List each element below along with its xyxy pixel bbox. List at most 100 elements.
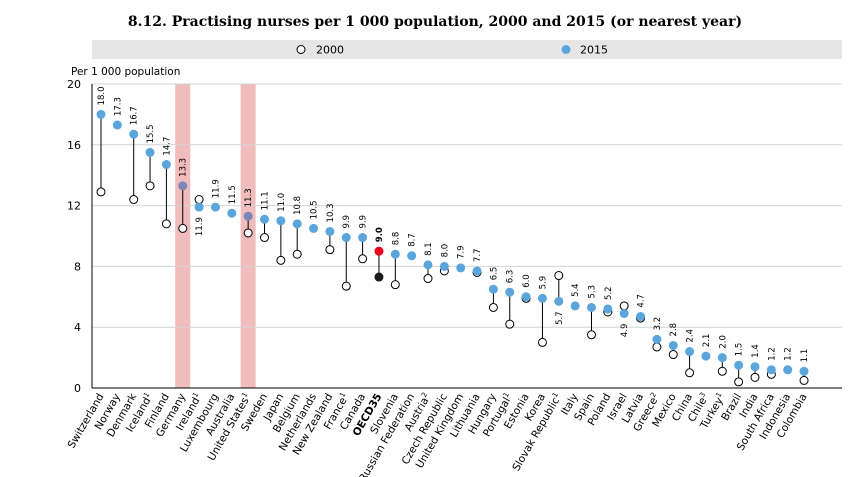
datum-united-kingdom: 7.9 bbox=[456, 245, 467, 273]
legend-label-2000: 2000 bbox=[316, 44, 344, 57]
datum-canada: 9.9 bbox=[358, 215, 369, 264]
datum-sweden: 11.1 bbox=[260, 191, 271, 243]
point-2015 bbox=[701, 351, 711, 361]
datum-estonia: 6.0 bbox=[521, 274, 532, 303]
datum-united-states: 11.3 bbox=[243, 188, 254, 238]
legend-marker-2000 bbox=[296, 45, 306, 54]
value-label: 2.0 bbox=[718, 335, 728, 349]
point-2000 bbox=[325, 245, 335, 255]
point-2015 bbox=[587, 302, 596, 312]
value-label: 13.3 bbox=[179, 158, 189, 177]
datum-oecd35: 9.0 bbox=[374, 227, 385, 282]
datum-france: 9.9 bbox=[341, 215, 352, 291]
datum-germany: 13.3 bbox=[178, 158, 189, 233]
y-tick-label: 0 bbox=[74, 382, 81, 395]
value-label: 3.2 bbox=[653, 317, 663, 331]
value-label: 4.7 bbox=[637, 294, 647, 308]
point-2000 bbox=[799, 375, 809, 385]
chart-title: 8.12. Practising nurses per 1 000 popula… bbox=[128, 14, 742, 30]
data-series: 18.0 17.3 16.7 15.5 14.7 13.3 11.9 11.9 11.5 11.3… bbox=[96, 86, 810, 387]
point-2000 bbox=[423, 274, 433, 284]
point-2015 bbox=[668, 340, 678, 350]
value-label: 9.0 bbox=[375, 227, 385, 242]
point-2000 bbox=[668, 350, 678, 360]
value-label: 9.9 bbox=[359, 215, 369, 229]
point-2000 bbox=[685, 368, 695, 378]
point-2000 bbox=[358, 254, 368, 264]
point-2015 bbox=[570, 301, 580, 311]
value-label: 10.8 bbox=[293, 196, 303, 215]
value-label: 10.5 bbox=[310, 200, 320, 219]
point-2000 bbox=[390, 280, 400, 290]
point-2015 bbox=[521, 292, 531, 302]
value-label: 8.8 bbox=[391, 232, 401, 246]
point-2015 bbox=[276, 216, 286, 226]
y-axis-unit-label: Per 1 000 population bbox=[71, 66, 180, 78]
datum-korea: 5.9 bbox=[537, 276, 548, 347]
datum-china: 2.4 bbox=[685, 329, 696, 378]
datum-india: 1.4 bbox=[750, 344, 761, 382]
datum-brazil: 1.5 bbox=[734, 343, 745, 387]
value-label: 6.5 bbox=[489, 267, 499, 281]
value-label: 8.7 bbox=[408, 233, 418, 247]
point-2015 bbox=[260, 214, 269, 224]
point-2000 bbox=[129, 195, 139, 205]
datum-netherlands: 10.5 bbox=[309, 200, 320, 233]
datum-switzerland: 18.0 bbox=[96, 86, 107, 197]
point-2015 bbox=[685, 347, 695, 357]
point-2000 bbox=[260, 233, 269, 243]
point-2015 bbox=[407, 251, 417, 261]
point-2015 bbox=[619, 309, 629, 319]
value-label: 16.7 bbox=[130, 106, 140, 125]
datum-mexico: 2.8 bbox=[668, 323, 679, 360]
point-2000 bbox=[292, 249, 302, 259]
point-2015 bbox=[341, 233, 351, 243]
value-label: 11.9 bbox=[195, 217, 205, 236]
point-2015 bbox=[734, 360, 744, 370]
datum-hungary: 6.5 bbox=[488, 267, 499, 312]
value-label: 2.1 bbox=[702, 334, 712, 348]
point-2015 bbox=[227, 208, 237, 218]
y-axis: 0 4 8 12 16 20 bbox=[67, 78, 93, 395]
datum-south-africa: 1.2 bbox=[766, 347, 777, 379]
point-2000 bbox=[554, 271, 564, 281]
value-label: 1.2 bbox=[767, 347, 777, 361]
datum-italy: 5.4 bbox=[570, 283, 581, 311]
point-2000 bbox=[505, 319, 515, 329]
point-2015 bbox=[96, 109, 106, 119]
value-label: 11.3 bbox=[244, 188, 254, 207]
datum-slovak-republic: 5.7 bbox=[554, 271, 565, 325]
y-tick-label: 4 bbox=[74, 321, 81, 334]
datum-czech-republic: 8.0 bbox=[439, 244, 450, 276]
point-2015 bbox=[636, 312, 646, 322]
point-2000 bbox=[96, 187, 106, 197]
point-2015 bbox=[210, 202, 220, 212]
point-2000 bbox=[717, 366, 727, 376]
point-2015 bbox=[750, 362, 760, 372]
datum-poland: 5.2 bbox=[603, 286, 614, 317]
datum-israel: 4.9 bbox=[619, 301, 630, 337]
datum-russian-federation: 8.7 bbox=[407, 233, 418, 261]
point-2015 bbox=[423, 260, 433, 270]
point-2015 bbox=[717, 353, 727, 363]
point-2015 bbox=[488, 284, 498, 294]
datum-lithuania: 7.7 bbox=[472, 248, 483, 277]
point-2000 bbox=[341, 281, 351, 291]
value-label: 5.7 bbox=[555, 311, 565, 325]
value-label: 2.4 bbox=[686, 329, 696, 343]
value-label: 18.0 bbox=[97, 86, 107, 105]
point-2015 bbox=[799, 366, 809, 376]
point-2015 bbox=[145, 147, 155, 157]
value-label: 2.8 bbox=[669, 323, 679, 337]
value-label: 1.4 bbox=[751, 344, 761, 358]
datum-austria: 8.1 bbox=[423, 242, 434, 284]
datum-portugal: 6.3 bbox=[505, 270, 516, 329]
point-2015 bbox=[439, 261, 449, 271]
point-2015 bbox=[178, 181, 188, 191]
datum-luxembourg: 11.9 bbox=[210, 179, 221, 212]
legend-band bbox=[92, 40, 842, 59]
point-2015 bbox=[129, 129, 139, 139]
value-label: 1.2 bbox=[784, 347, 794, 361]
legend-marker-2015 bbox=[561, 45, 571, 54]
